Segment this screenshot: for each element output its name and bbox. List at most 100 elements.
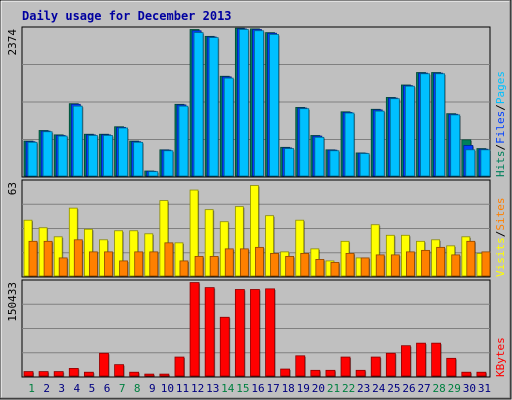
bar-kbytes-day-8 bbox=[129, 371, 140, 377]
bar-pages-day-4 bbox=[72, 105, 83, 177]
x-tick-label: 18 bbox=[282, 382, 295, 395]
bar-sites-day-13 bbox=[209, 255, 219, 277]
x-tick-label: 30 bbox=[463, 382, 476, 395]
bar-visits-day-13 bbox=[204, 209, 214, 277]
bar-visits-day-24 bbox=[370, 224, 380, 277]
bar-kbytes-day-22 bbox=[340, 356, 351, 377]
x-tick-label: 11 bbox=[176, 382, 189, 395]
bar-pages-day-18 bbox=[284, 148, 295, 177]
bar-sites-day-27 bbox=[421, 249, 430, 277]
x-tick-label: 14 bbox=[221, 382, 235, 395]
bar-sites-day-5 bbox=[88, 251, 98, 277]
bar-sites-day-8 bbox=[134, 251, 144, 277]
bar-kbytes-day-17 bbox=[265, 288, 275, 377]
bar-pages-day-2 bbox=[42, 131, 53, 177]
bar-sites-day-18 bbox=[285, 255, 295, 277]
x-tick-label: 13 bbox=[206, 382, 219, 395]
bar-pages-day-21 bbox=[329, 150, 340, 177]
bar-pages-day-25 bbox=[389, 98, 400, 177]
x-tick-label: 5 bbox=[89, 382, 96, 395]
legend-entry: Hits bbox=[494, 151, 507, 178]
x-tick-label: 16 bbox=[251, 382, 264, 395]
legend-entry: KBytes bbox=[494, 337, 507, 377]
legend-kbytes: KBytes bbox=[494, 337, 507, 377]
x-tick-label: 12 bbox=[191, 382, 204, 395]
bar-sites-day-14 bbox=[224, 248, 234, 277]
bar-kbytes-day-30 bbox=[461, 371, 472, 377]
x-tick-label: 10 bbox=[161, 382, 174, 395]
bar-kbytes-day-28 bbox=[431, 342, 442, 377]
bar-pages-day-28 bbox=[435, 73, 446, 177]
legend-entry: Visits bbox=[494, 237, 507, 277]
bar-pages-day-5 bbox=[87, 135, 98, 177]
bar-kbytes-day-31 bbox=[476, 371, 487, 377]
x-tick-label: 29 bbox=[448, 382, 461, 395]
panel-kbytes: 150433 bbox=[6, 279, 491, 378]
bar-pages-day-8 bbox=[133, 141, 144, 177]
bar-pages-day-12 bbox=[193, 32, 204, 177]
x-tick-label: 26 bbox=[402, 382, 415, 395]
bar-sites-day-9 bbox=[149, 251, 159, 277]
legend-entry: Pages bbox=[494, 71, 507, 104]
bar-pages-day-10 bbox=[163, 150, 174, 177]
x-tick-label: 24 bbox=[372, 382, 386, 395]
x-tick-label: 22 bbox=[342, 382, 355, 395]
x-tick-label: 4 bbox=[74, 382, 81, 395]
bar-pages-day-23 bbox=[359, 153, 370, 177]
bar-sites-day-24 bbox=[375, 254, 385, 277]
bar-sites-day-17 bbox=[270, 252, 279, 277]
x-tick-label: 27 bbox=[417, 382, 430, 395]
bar-kbytes-day-12 bbox=[189, 282, 200, 377]
bar-kbytes-day-3 bbox=[53, 371, 64, 377]
bar-kbytes-day-23 bbox=[355, 369, 366, 377]
bar-pages-day-30 bbox=[465, 149, 476, 177]
bar-kbytes-day-29 bbox=[446, 357, 457, 377]
y-max-label: 2374 bbox=[6, 29, 19, 56]
bar-sites-day-10 bbox=[164, 242, 174, 277]
bar-sites-day-3 bbox=[58, 257, 68, 277]
bar-visits-day-12 bbox=[189, 189, 199, 277]
x-tick-label: 15 bbox=[236, 382, 249, 395]
bar-kbytes-day-13 bbox=[204, 287, 215, 377]
bar-pages-day-27 bbox=[420, 73, 430, 177]
bar-sites-day-12 bbox=[194, 255, 204, 277]
legend-visits-sites: Visits/Sites bbox=[494, 198, 507, 278]
bar-kbytes-day-11 bbox=[174, 356, 185, 377]
bar-kbytes-day-26 bbox=[401, 345, 411, 377]
bar-kbytes-day-5 bbox=[83, 371, 94, 377]
bar-sites-day-1 bbox=[28, 240, 38, 277]
chart-panels: 2374 63 150433 bbox=[6, 26, 491, 378]
bar-kbytes-day-19 bbox=[295, 355, 306, 377]
x-tick-label: 2 bbox=[43, 382, 50, 395]
bar-sites-day-31 bbox=[481, 251, 491, 277]
bar-visits-day-19 bbox=[295, 219, 305, 277]
panel-visits_sites: 63 bbox=[6, 179, 491, 278]
bar-sites-day-11 bbox=[179, 260, 189, 277]
bar-pages-day-29 bbox=[450, 114, 461, 177]
bar-kbytes-day-27 bbox=[416, 342, 426, 377]
bar-sites-day-29 bbox=[451, 254, 461, 277]
bar-sites-day-19 bbox=[300, 252, 310, 277]
bar-visits-day-3 bbox=[53, 236, 63, 277]
bar-sites-day-20 bbox=[315, 259, 325, 277]
bar-kbytes-day-18 bbox=[280, 368, 291, 377]
bar-pages-day-6 bbox=[103, 135, 113, 177]
y-max-label: 63 bbox=[6, 182, 19, 195]
bar-kbytes-day-4 bbox=[68, 368, 79, 377]
bar-sites-day-16 bbox=[255, 246, 264, 277]
bar-pages-day-19 bbox=[299, 108, 310, 177]
legend-entry: Files bbox=[494, 111, 507, 144]
x-tick-label: 21 bbox=[327, 382, 340, 395]
legend-entry: / bbox=[494, 231, 507, 238]
bar-pages-day-7 bbox=[118, 127, 128, 177]
bar-pages-day-1 bbox=[27, 141, 38, 177]
bar-sites-day-22 bbox=[345, 252, 355, 277]
bar-sites-day-15 bbox=[239, 248, 249, 277]
chart-title: Daily usage for December 2013 bbox=[22, 9, 232, 23]
bar-kbytes-day-15 bbox=[234, 289, 245, 377]
bar-sites-day-21 bbox=[330, 262, 340, 277]
bar-sites-day-26 bbox=[406, 251, 415, 277]
x-tick-label: 8 bbox=[134, 382, 141, 395]
bar-kbytes-day-14 bbox=[219, 316, 230, 377]
bar-sites-day-2 bbox=[43, 240, 53, 277]
